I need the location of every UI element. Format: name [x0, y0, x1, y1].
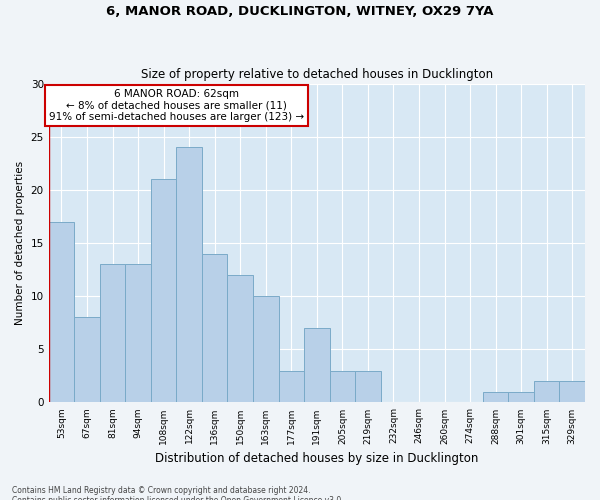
- Bar: [534, 381, 559, 402]
- Text: 6, MANOR ROAD, DUCKLINGTON, WITNEY, OX29 7YA: 6, MANOR ROAD, DUCKLINGTON, WITNEY, OX29…: [106, 5, 494, 18]
- Bar: [202, 254, 227, 402]
- Bar: [100, 264, 125, 402]
- Bar: [176, 148, 202, 402]
- Text: Contains HM Land Registry data © Crown copyright and database right 2024.: Contains HM Land Registry data © Crown c…: [12, 486, 311, 495]
- Bar: [278, 370, 304, 402]
- Bar: [559, 381, 585, 402]
- X-axis label: Distribution of detached houses by size in Ducklington: Distribution of detached houses by size …: [155, 452, 479, 465]
- Text: Contains public sector information licensed under the Open Government Licence v3: Contains public sector information licen…: [12, 496, 344, 500]
- Y-axis label: Number of detached properties: Number of detached properties: [15, 161, 25, 325]
- Bar: [74, 318, 100, 402]
- Bar: [483, 392, 508, 402]
- Bar: [508, 392, 534, 402]
- Bar: [151, 179, 176, 402]
- Bar: [49, 222, 74, 402]
- Bar: [227, 275, 253, 402]
- Bar: [355, 370, 380, 402]
- Bar: [125, 264, 151, 402]
- Title: Size of property relative to detached houses in Ducklington: Size of property relative to detached ho…: [141, 68, 493, 81]
- Bar: [304, 328, 329, 402]
- Bar: [329, 370, 355, 402]
- Bar: [253, 296, 278, 403]
- Text: 6 MANOR ROAD: 62sqm
← 8% of detached houses are smaller (11)
91% of semi-detache: 6 MANOR ROAD: 62sqm ← 8% of detached hou…: [49, 89, 304, 122]
